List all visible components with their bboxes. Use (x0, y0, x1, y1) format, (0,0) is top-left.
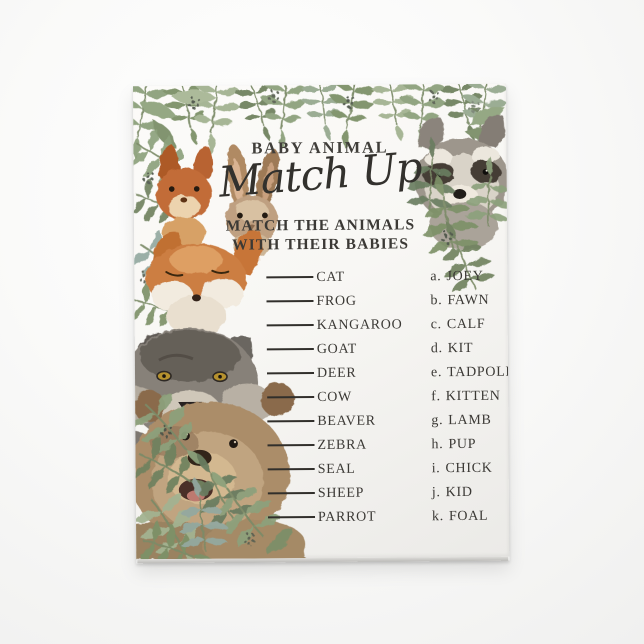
squirrel-illustration (155, 144, 214, 251)
animal-row: CAT (266, 265, 402, 290)
answer-row: i. CHICK (432, 457, 510, 482)
animal-list: CAT FROG KANGAROO GOAT DEER COW BEAVER Z… (266, 265, 404, 530)
answer-label: KIT (447, 340, 474, 357)
answer-label: PUP (448, 436, 477, 453)
game-card-sheet: BABY ANIMAL Match Up MATCH THE ANIMALS W… (133, 83, 510, 560)
animal-label: ZEBRA (317, 437, 367, 454)
animal-label: KANGAROO (316, 317, 403, 334)
answer-label: TADPOLE (447, 364, 510, 381)
answer-label: CHICK (445, 460, 493, 477)
animal-label: BEAVER (317, 413, 376, 430)
answer-blank-line (266, 300, 314, 303)
answer-row: c. CALF (431, 313, 510, 338)
answer-row: a. JOEY (430, 265, 509, 290)
animal-label: DEER (316, 365, 357, 382)
answer-label: KITTEN (445, 388, 501, 405)
answer-row: d. KIT (431, 337, 510, 362)
answer-row: j. KID (432, 481, 510, 506)
animal-row: BEAVER (267, 409, 403, 434)
answer-row: f. KITTEN (431, 385, 509, 410)
answer-label: JOEY (446, 268, 484, 285)
answer-letter: i. (431, 461, 441, 477)
answer-letter: e. (430, 365, 443, 381)
answer-label: LAMB (448, 412, 492, 429)
answer-row: e. TADPOLE (431, 361, 509, 386)
animal-row: ZEBRA (267, 433, 403, 458)
notepad: BABY ANIMAL Match Up MATCH THE ANIMALS W… (133, 83, 510, 564)
animal-label: PARROT (317, 509, 377, 526)
answer-blank-line (267, 420, 315, 423)
card-subtitle: MATCH THE ANIMALS WITH THEIR BABIES (134, 215, 507, 256)
animal-label: SHEEP (317, 485, 365, 502)
animal-row: COW (267, 385, 403, 410)
answer-blank-line (267, 492, 315, 495)
answer-letter: b. (430, 293, 443, 309)
answer-letter: h. (431, 437, 444, 453)
answer-row: g. LAMB (431, 409, 509, 434)
answer-blank-line (268, 516, 316, 519)
answer-label: CALF (446, 316, 486, 333)
answer-letter: g. (431, 413, 444, 429)
animal-row: SHEEP (267, 481, 404, 506)
answer-letter: k. (431, 509, 444, 525)
watercolor-artwork (133, 83, 510, 560)
answer-letter: j. (431, 485, 441, 501)
answer-blank-line (266, 324, 314, 327)
animal-label: GOAT (316, 341, 358, 358)
animal-row: DEER (267, 361, 403, 386)
answer-row: h. PUP (431, 433, 509, 458)
animal-label: COW (317, 389, 353, 406)
answer-label: FAWN (447, 292, 490, 309)
subtitle-line-2: WITH THEIR BABIES (232, 235, 410, 254)
answer-blank-line (266, 348, 314, 351)
answer-row: k. FOAL (432, 505, 509, 530)
animal-label: CAT (316, 269, 345, 286)
answer-letter: d. (430, 341, 443, 357)
answer-label: FOAL (448, 508, 489, 525)
animal-row: FROG (266, 289, 402, 314)
fox-illustration (146, 230, 262, 336)
answer-letter: a. (430, 269, 442, 285)
animal-row: SEAL (267, 457, 404, 482)
animal-row: KANGAROO (266, 313, 403, 338)
answer-blank-line (266, 276, 314, 279)
subtitle-line-1: MATCH THE ANIMALS (225, 216, 416, 235)
answer-row: b. FAWN (430, 289, 509, 314)
animal-row: GOAT (266, 337, 403, 362)
answer-label: KID (445, 484, 473, 501)
answer-blank-line (267, 444, 315, 447)
animal-row: PARROT (268, 505, 404, 530)
answer-blank-line (267, 372, 315, 375)
animal-label: SEAL (317, 461, 356, 478)
answer-letter: f. (431, 389, 441, 405)
answer-letter: c. (430, 317, 442, 333)
animal-label: FROG (316, 293, 357, 310)
answer-blank-line (267, 396, 315, 399)
baby-answer-list: a. JOEY b. FAWN c. CALF d. KIT e. TADPOLE f. K… (430, 265, 509, 530)
answer-blank-line (267, 468, 315, 471)
